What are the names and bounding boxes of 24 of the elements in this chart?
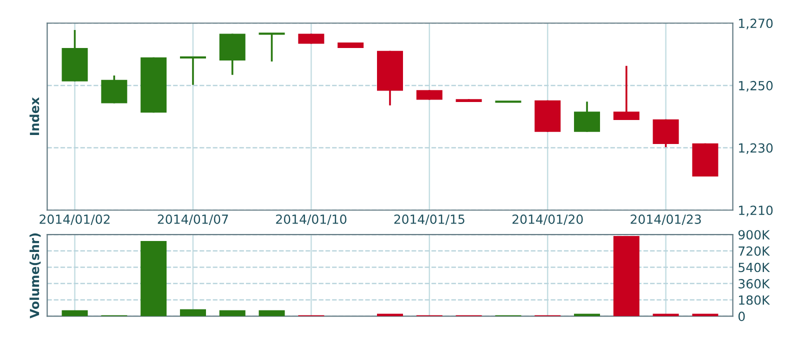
y-axis-title: Index bbox=[30, 97, 40, 135]
y-tick-label: 360K bbox=[738, 279, 770, 288]
y-tick-label: 180K bbox=[739, 295, 770, 305]
x-tick-label: 2014/01/02 bbox=[40, 214, 110, 225]
y-tick-label: 1,270 bbox=[739, 18, 773, 30]
x-tick-label: 2014/01/23 bbox=[630, 214, 701, 225]
y-tick-label: 540K bbox=[738, 262, 770, 272]
bar bbox=[219, 310, 246, 316]
bar bbox=[62, 310, 88, 316]
bar bbox=[258, 310, 285, 316]
x-tick-label: 2014/01/10 bbox=[276, 214, 346, 225]
y-tick-label: 900K bbox=[738, 230, 770, 240]
x-tick-label: 2014/01/07 bbox=[158, 214, 228, 225]
y-tick-label: 1,210 bbox=[739, 206, 773, 216]
x-tick-label: 2014/01/15 bbox=[394, 214, 464, 225]
x-tick-label: 2014/01/20 bbox=[512, 214, 583, 225]
y-axis-title: Volume(shr) bbox=[30, 233, 41, 318]
bar bbox=[613, 236, 640, 316]
y-tick-label: 720K bbox=[738, 246, 770, 256]
bar bbox=[140, 240, 167, 316]
bar bbox=[180, 309, 206, 316]
y-tick-label: 1,250 bbox=[739, 80, 773, 92]
y-tick-label: 1,230 bbox=[739, 143, 773, 154]
y-tick-label: 0 bbox=[738, 312, 745, 322]
